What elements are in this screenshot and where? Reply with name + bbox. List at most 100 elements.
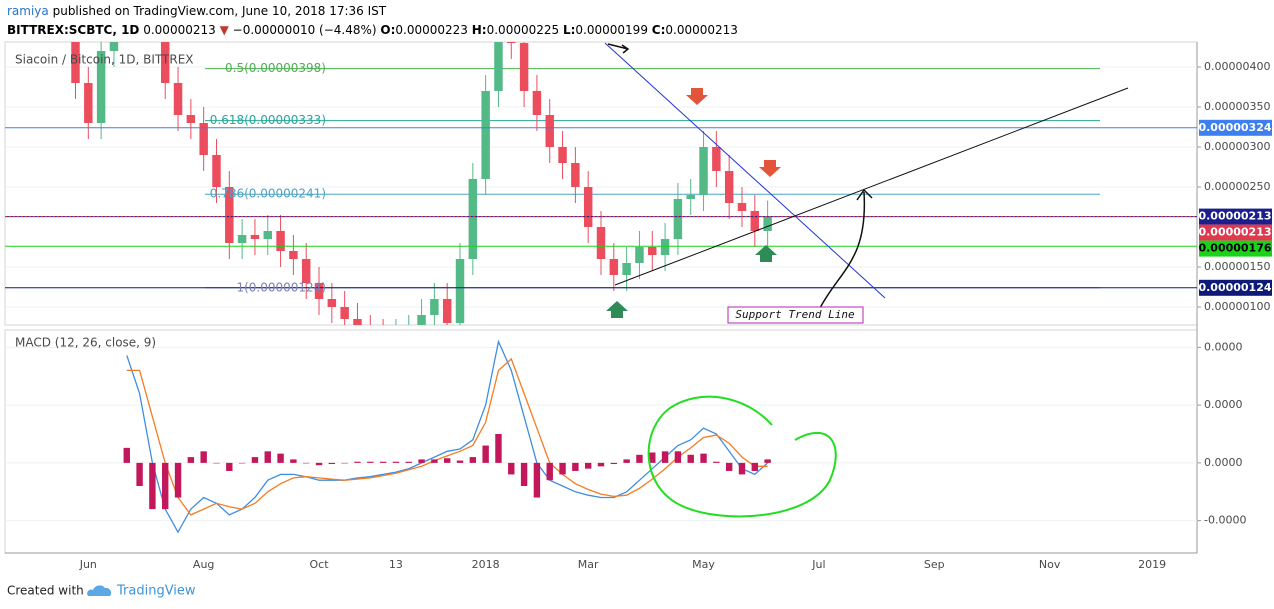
price-tag-label: 0.00000176 [1198,242,1271,255]
candle-body [724,171,734,203]
y-tick-label: 0.00000100 [1204,300,1270,313]
curved-arrow [819,188,873,309]
candle-body [340,307,349,319]
down-arrow [686,88,708,105]
candle-body [455,259,465,323]
histogram-bar [649,452,656,463]
resistance-line [604,42,886,299]
y-tick-label: -0.0000 [1204,514,1246,527]
candle-body [673,199,683,239]
histogram-bar [546,462,553,481]
fib-label: 1(0.00000124) [236,280,326,294]
histogram-bar [725,462,733,471]
candle-body [353,319,362,325]
candle-body [237,235,247,243]
logo [87,585,112,596]
down-arrow [759,160,781,177]
histogram-bar [136,462,143,486]
histogram-bar [751,462,759,471]
histogram-bar [559,462,566,475]
candle-body [263,231,272,239]
histogram-bar [636,454,643,463]
x-tick-label: Mar [578,558,599,571]
histogram-bar [367,461,374,463]
up-arrow [606,301,628,318]
price-pane [4,41,1198,326]
price-tag-label: 0.00000213 [1198,210,1271,223]
histogram-bar [354,461,361,463]
histogram-bar [226,462,233,471]
histogram-bar [456,460,464,463]
price-title: Siacoin / Bitcoin, 1D, BITTREX [15,53,194,67]
histogram-bar [469,457,477,463]
y-tick-label: 0.0000 [1204,340,1243,353]
histogram-bar [162,462,169,510]
x-tick-label: Jun [79,558,97,571]
price-tag-label: 0.00000124 [1198,281,1271,294]
direction: ▼ [220,23,230,37]
histogram-bar [623,459,630,463]
histogram-bar [764,459,771,463]
x-tick-label: Jul [811,558,825,571]
histogram-bar [200,451,207,463]
candle-body [84,83,93,123]
candle-body [763,216,772,231]
ohlc-value: 0.00000223 [395,23,468,37]
y-tick-label: 0.00000150 [1204,260,1270,273]
histogram-bar [738,462,746,475]
candle-body [109,42,119,51]
candle-body [532,91,542,115]
candle-body [750,211,760,231]
histogram-bar [520,462,528,486]
candle-body [545,115,554,147]
candle-body [199,123,208,155]
annotation-box [727,306,864,324]
macd-line [126,339,769,534]
histogram-bar [687,454,694,463]
histogram-bar [251,457,259,463]
candle-body [648,247,657,255]
footer-created: Created with [7,584,84,598]
histogram-bar [508,462,515,475]
price-tag [1199,240,1272,257]
candle-body [314,283,324,299]
author: ramiya [7,4,49,18]
histogram-bar [610,462,618,465]
x-tick-label: Aug [193,558,214,571]
annotation: Support Trend Line [735,308,855,321]
candle-body [494,42,503,91]
candle-body [583,187,593,227]
ohlc-label: H: [472,23,487,37]
y-tick-label: 0.00000250 [1204,180,1270,193]
symbol: BITTREX:SCBTC, 1D [7,23,139,37]
histogram-bar [713,461,720,463]
histogram-bar [443,458,451,463]
y-tick-label: 0.0000 [1204,398,1243,411]
macd-pane [4,329,1198,554]
price-tag [1199,119,1272,136]
histogram-bar [418,459,425,463]
macd-plot [5,339,1197,534]
candle-body [289,251,298,259]
histogram-bar [597,462,605,467]
y-tick-label: 0.0000 [1204,456,1243,469]
candle-body [635,247,644,263]
histogram-bar [315,462,323,466]
candle-body [160,42,170,83]
histogram-bar [533,462,541,498]
price-tag [1199,224,1272,241]
histogram-bar [495,433,502,463]
histogram-bar [277,453,284,463]
last-price: 0.00000213 [143,23,216,37]
candle-body [327,299,337,307]
y-tick-label: 0.00000400 [1204,60,1270,73]
candle-body [660,239,670,255]
histogram-bar [123,447,130,463]
candle-body [212,155,221,187]
histogram-bar [341,462,348,464]
histogram-bar [213,462,220,464]
y-tick-label: 0.00000300 [1204,140,1270,153]
candle-body [468,179,478,259]
arrow [607,43,630,54]
candle-body [596,227,606,259]
